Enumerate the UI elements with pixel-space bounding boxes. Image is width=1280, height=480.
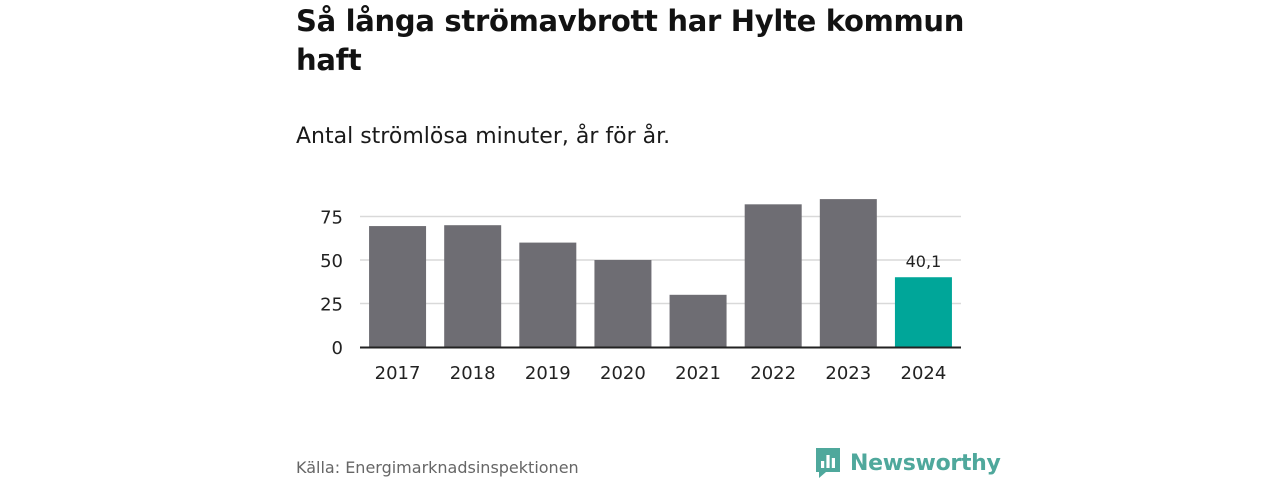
x-tick-label: 2017 [375, 363, 421, 384]
brand[interactable]: Newsworthy [814, 446, 1001, 480]
y-axis-ticks: 0 25 50 75 [320, 208, 343, 360]
brand-name: Newsworthy [850, 450, 1001, 476]
x-tick-label: 2018 [450, 363, 496, 384]
chart-subtitle: Antal strömlösa minuter, år för år. [296, 124, 671, 149]
y-tick-label: 25 [320, 295, 343, 316]
x-tick-label: 2019 [525, 363, 571, 384]
x-tick-label: 2020 [600, 363, 646, 384]
bars [369, 199, 952, 347]
bar-2022 [744, 204, 802, 347]
data-labels: 40,1 [906, 252, 942, 271]
x-axis-ticks: 2017 2018 2019 2020 2021 2022 2023 2024 [375, 363, 947, 384]
bar-2019 [519, 242, 577, 347]
bar-2017 [369, 226, 427, 347]
bar-2018 [444, 225, 502, 347]
x-tick-label: 2024 [901, 363, 947, 384]
bar-chart: 0 25 50 75 2017 2018 2019 2020 2021 2022 2023 2024… [320, 199, 961, 384]
data-label: 40,1 [906, 252, 942, 271]
bar-2021 [669, 294, 727, 347]
y-tick-label: 50 [320, 251, 343, 272]
x-tick-label: 2022 [750, 363, 796, 384]
y-tick-label: 75 [320, 208, 343, 229]
chart-title: Så långa strömavbrott har Hylte kommun h… [296, 4, 965, 77]
x-tick-label: 2023 [825, 363, 871, 384]
bar-2024 [894, 277, 952, 347]
y-tick-label: 0 [332, 338, 343, 359]
bar-2020 [594, 260, 652, 347]
bar-2023 [819, 199, 877, 347]
x-tick-label: 2021 [675, 363, 721, 384]
bar-chart-speech-bubble-icon [816, 448, 840, 478]
source-note: Källa: Energimarknadsinspektionen [296, 458, 579, 477]
